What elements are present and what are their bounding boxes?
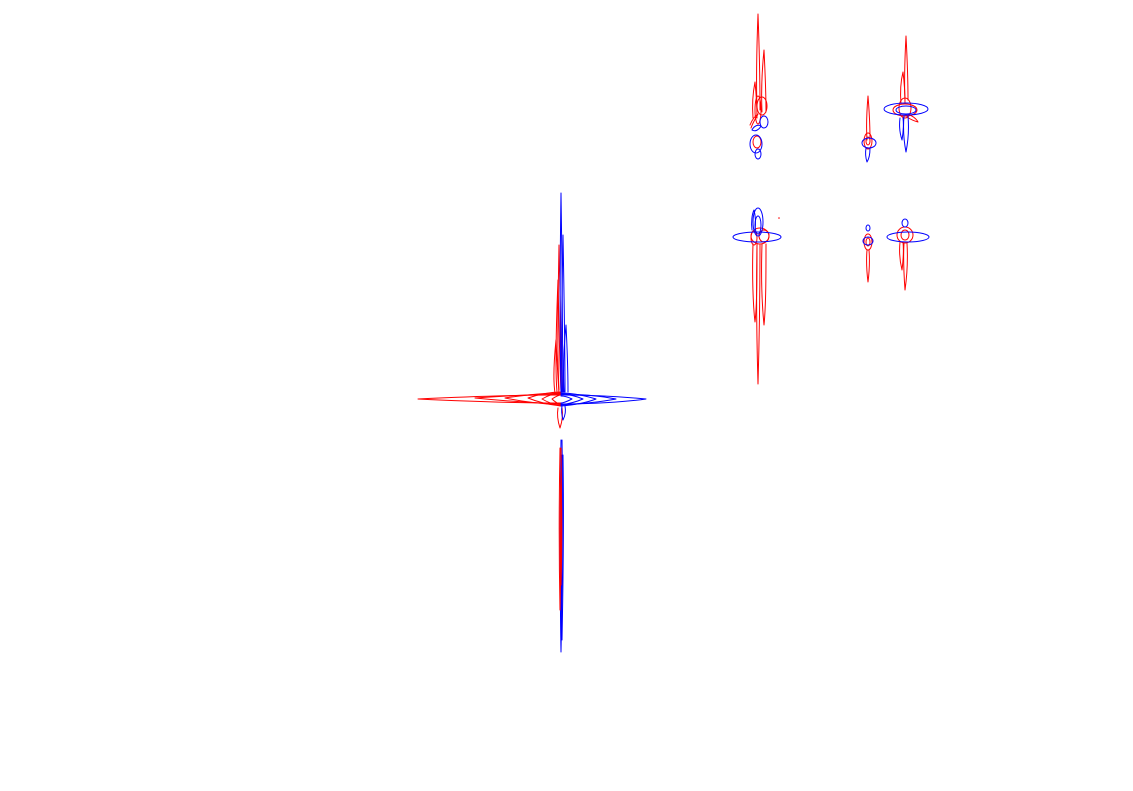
red-contour xyxy=(749,113,759,129)
blue-contour xyxy=(752,207,764,237)
cross-peak-upper-left-group xyxy=(749,13,769,160)
blue-contour xyxy=(901,218,909,228)
blue-contour xyxy=(732,231,782,243)
red-contour xyxy=(892,103,918,117)
red-contour xyxy=(866,249,870,283)
cross-peak-lower-mid-group xyxy=(862,224,874,283)
red-contour xyxy=(899,241,904,271)
red-contour xyxy=(865,237,871,247)
blue-contour xyxy=(759,115,769,129)
diagonal-peak-horizontal-contours xyxy=(417,391,647,407)
red-contour xyxy=(898,97,912,119)
cross-peak-upper-mid-group xyxy=(861,95,877,163)
red-contour xyxy=(904,35,909,101)
red-contour xyxy=(557,407,563,429)
blue-contour xyxy=(899,117,904,141)
blue-contour xyxy=(861,137,877,149)
red-contour xyxy=(900,229,910,241)
red-contour xyxy=(865,136,871,146)
red-contour xyxy=(761,49,767,113)
red-contour xyxy=(863,132,873,150)
blue-contour xyxy=(560,395,573,404)
blue-contour xyxy=(862,236,874,246)
cross-peak-lower-left-group xyxy=(732,207,782,385)
red-contour xyxy=(527,391,562,407)
red-contour xyxy=(555,279,562,393)
diagonal-peak-vertical-contours xyxy=(553,192,569,429)
red-contour xyxy=(752,243,758,323)
blue-contour xyxy=(561,405,566,421)
red-contour xyxy=(752,135,762,149)
blue-contour xyxy=(865,224,871,232)
red-contour xyxy=(863,233,873,251)
blue-contour xyxy=(865,147,871,163)
red-contour xyxy=(553,339,560,394)
red-contour xyxy=(761,243,767,326)
blue-contour xyxy=(563,324,569,393)
blue-contour xyxy=(749,134,763,154)
red-contour xyxy=(541,392,562,407)
lower-streak-group xyxy=(558,439,564,653)
blue-contour xyxy=(754,148,762,160)
red-contour xyxy=(756,13,761,111)
blue-contour xyxy=(886,231,930,243)
diagonal-peak-group xyxy=(417,192,647,429)
blue-contour xyxy=(560,393,584,406)
red-contour-dot xyxy=(778,217,780,219)
red-contour xyxy=(557,244,563,391)
cross-peak-upper-right-group xyxy=(883,35,929,153)
blue-contour xyxy=(561,234,566,393)
red-contour xyxy=(559,469,563,586)
red-contour xyxy=(756,96,768,116)
red-contour xyxy=(900,71,906,105)
red-contour xyxy=(754,95,762,125)
blue-contour xyxy=(751,124,762,132)
blue-contour xyxy=(883,102,929,116)
blue-contour xyxy=(751,209,756,231)
blue-contour xyxy=(559,192,564,393)
cross-peak-lower-right-group xyxy=(886,218,930,291)
red-contour xyxy=(866,95,871,141)
red-contour xyxy=(906,113,919,123)
blue-contour xyxy=(560,392,597,407)
red-contour xyxy=(551,394,562,405)
blue-contour xyxy=(895,105,917,115)
